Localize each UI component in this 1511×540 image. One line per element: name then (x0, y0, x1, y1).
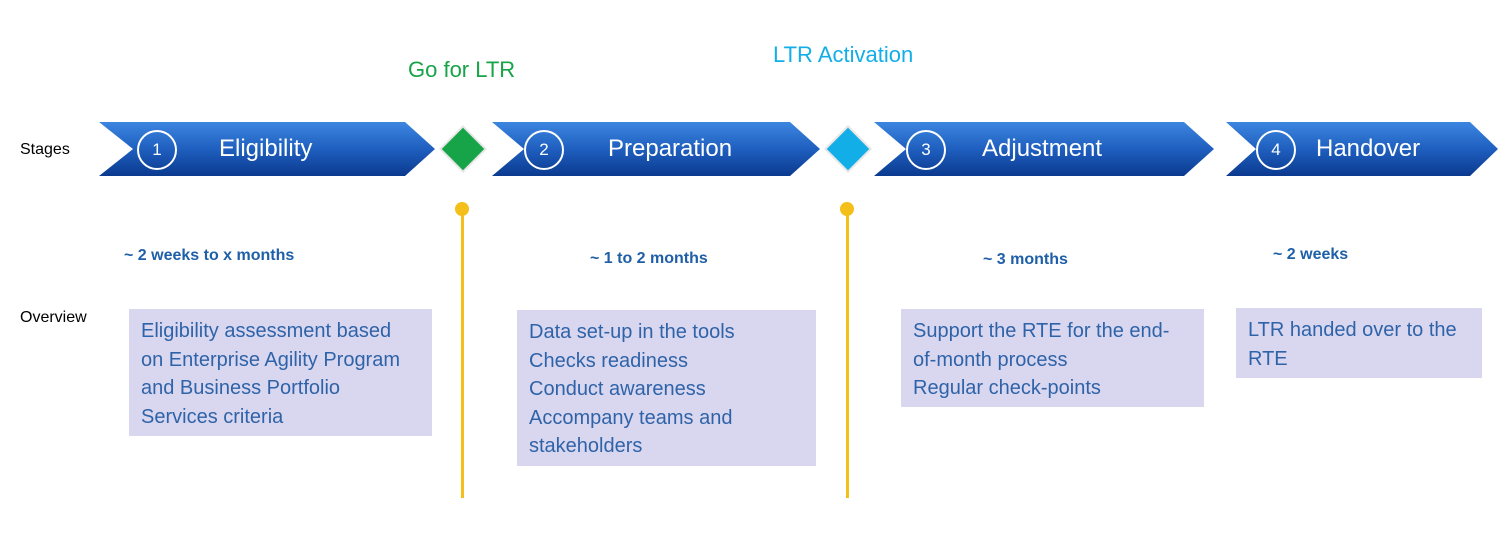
overview-box-eligibility: Eligibility assessment based on Enterpri… (129, 309, 432, 436)
overview-line: RTE (1248, 347, 1288, 370)
stage-handover: 4 Handover (1226, 122, 1498, 176)
overview-line: Conduct awareness (529, 378, 706, 400)
stage-duration: ~ 2 weeks to x months (124, 247, 295, 264)
milestone-marker-line (461, 209, 464, 498)
overview-line: of-month process (913, 348, 1068, 371)
stage-number-badge: 4 (1256, 130, 1296, 170)
milestone-diamond-go-for-ltr (441, 127, 485, 171)
milestone-marker-line (846, 209, 849, 498)
stage-adjustment: 3 Adjustment (874, 122, 1214, 176)
overview-line: Eligibility assessment based (141, 320, 392, 342)
stage-name: Adjustment (982, 135, 1103, 162)
stage-arrow-shape (874, 122, 1214, 176)
stage-number-badge: 2 (524, 130, 564, 170)
overview-box-preparation: Data set-up in the tools Checks readines… (517, 310, 816, 466)
overview-line: Data set-up in the tools (529, 321, 735, 343)
overview-box-handover: LTR handed over to the RTE (1236, 308, 1482, 378)
overview-box-adjustment: Support the RTE for the end- of-month pr… (901, 309, 1204, 407)
overview-line: Services criteria (141, 405, 284, 428)
overview-line: LTR handed over to the (1248, 319, 1457, 341)
overview-line: Checks readiness (529, 349, 688, 372)
stages-row-label: Stages (20, 141, 70, 158)
stage-name: Handover (1316, 135, 1421, 162)
stage-arrow-shape (1226, 122, 1498, 176)
stage-duration: ~ 3 months (983, 251, 1068, 268)
overview-line: on Enterprise Agility Program (141, 348, 401, 371)
stage-duration: ~ 1 to 2 months (590, 250, 708, 267)
stage-arrow-shape (99, 122, 435, 176)
stage-preparation: 2 Preparation (492, 122, 820, 176)
overview-row-label: Overview (20, 309, 87, 326)
stage-number-badge: 1 (137, 130, 177, 170)
stage-eligibility: 1 Eligibility (99, 122, 435, 176)
overview-line: stakeholders (529, 435, 643, 457)
stage-name: Eligibility (219, 135, 313, 162)
stage-duration: ~ 2 weeks (1273, 246, 1349, 263)
overview-line: Accompany teams and (529, 406, 733, 429)
stage-arrow-shape (492, 122, 820, 176)
stage-name: Preparation (608, 135, 733, 162)
milestone-title-ltr-activation: LTR Activation (773, 42, 914, 67)
overview-line: Regular check-points (913, 377, 1101, 399)
milestone-title-go-for-ltr: Go for LTR (408, 57, 516, 82)
overview-line: and Business Portfolio (141, 377, 341, 399)
milestone-diamond-ltr-activation (826, 127, 870, 171)
stage-number-badge: 3 (906, 130, 946, 170)
overview-line: Support the RTE for the end- (913, 320, 1170, 342)
